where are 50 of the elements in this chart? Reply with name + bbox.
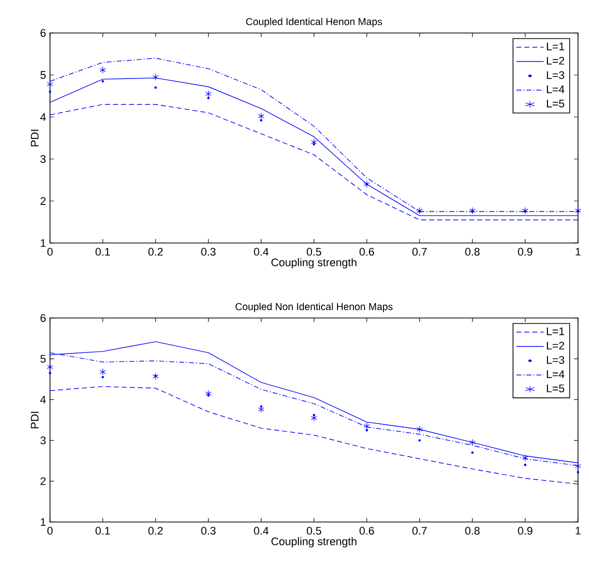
x-tick-label: 0.6 [360, 248, 374, 256]
x-tick-label: 0.4 [254, 248, 269, 256]
y-tick-label: 6 [40, 314, 46, 322]
y-tick-label: 4 [40, 113, 46, 121]
x-tick-label: 0.1 [96, 526, 110, 535]
x-tick-label: 0.4 [254, 526, 269, 535]
y-axis-title: PDI [30, 130, 38, 146]
x-tick-label: 0.8 [465, 526, 480, 535]
y-tick-label: 4 [40, 396, 46, 404]
x-tick-label: 0.5 [306, 248, 322, 256]
legend-label: L=1 [546, 42, 564, 50]
legend-label: L=2 [546, 342, 564, 350]
x-tick-label: 0 [47, 526, 53, 535]
y-tick-label: 3 [40, 436, 46, 444]
y-tick-label: 3 [40, 155, 46, 163]
x-axis-title: Coupling strength [271, 258, 356, 268]
y-tick-label: 2 [40, 197, 46, 205]
x-tick-label: 0.3 [201, 248, 216, 256]
x-tick-label: 0 [47, 248, 53, 256]
x-axis-title: Coupling strength [271, 537, 356, 548]
y-tick-label: 1 [40, 518, 46, 526]
x-tick-label: 0.3 [201, 526, 216, 535]
chart-title: Coupled Non Identical Henon Maps [236, 302, 393, 312]
x-tick-label: 0.5 [306, 526, 322, 535]
x-tick-label: 0.9 [518, 248, 532, 256]
x-tick-label: 0.6 [360, 526, 374, 535]
x-tick-label: 0.7 [412, 526, 427, 535]
x-tick-label: 1 [576, 526, 581, 534]
legend-label: L=4 [546, 370, 564, 378]
y-tick-label: 2 [40, 477, 46, 486]
y-tick-label: 5 [40, 71, 46, 79]
y-tick-label: 1 [40, 239, 46, 247]
x-tick-label: 0.7 [412, 248, 427, 256]
y-axis-title: PDI [30, 412, 38, 428]
legend-label: L=2 [546, 56, 564, 65]
x-tick-label: 0.2 [148, 248, 163, 256]
y-tick-label: 5 [40, 354, 46, 363]
x-tick-label: 1 [576, 248, 581, 256]
x-tick-label: 0.1 [96, 248, 110, 256]
x-tick-label: 0.2 [148, 526, 163, 535]
legend-label: L=3 [546, 356, 564, 364]
legend-label: L=5 [546, 100, 564, 108]
chart-title: Coupled Identical Henon Maps [246, 18, 382, 28]
legend-label: L=1 [546, 328, 564, 336]
x-tick-label: 0.9 [518, 526, 532, 535]
x-tick-label: 0.8 [465, 248, 480, 256]
legend-label: L=5 [546, 384, 564, 392]
legend-label: L=4 [546, 86, 564, 94]
y-tick-label: 6 [40, 29, 46, 37]
legend-label: L=3 [546, 71, 564, 79]
